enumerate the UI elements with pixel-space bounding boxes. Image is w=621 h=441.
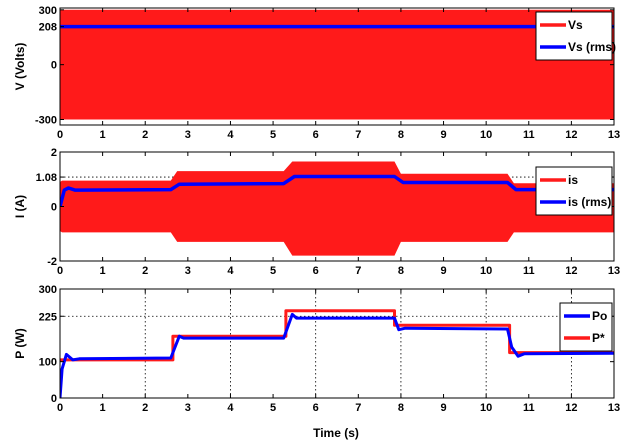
x-tick-label: 12 bbox=[565, 402, 577, 414]
series-po-line bbox=[60, 312, 614, 398]
y-tick-label: 0 bbox=[51, 60, 57, 72]
y-axis-label: P (W) bbox=[13, 328, 27, 358]
x-tick-label: 13 bbox=[608, 265, 620, 277]
y-tick-label: 0 bbox=[51, 393, 57, 405]
y-tick-label: 300 bbox=[39, 284, 57, 296]
x-tick-label: 2 bbox=[142, 129, 148, 141]
axes-frame bbox=[59, 7, 615, 126]
x-tick-label: 0 bbox=[57, 265, 63, 277]
x-tick-label: 3 bbox=[185, 402, 191, 414]
legend-label: P* bbox=[592, 331, 605, 345]
y-tick-label: 100 bbox=[39, 357, 57, 369]
x-tick-label: 13 bbox=[608, 129, 620, 141]
x-tick-label: 11 bbox=[523, 265, 535, 277]
legend-label: is (rms) bbox=[568, 195, 611, 209]
x-tick-label: 5 bbox=[270, 402, 276, 414]
x-tick-label: 6 bbox=[313, 265, 319, 277]
x-tick-label: 1 bbox=[100, 129, 106, 141]
x-tick-label: 11 bbox=[523, 402, 535, 414]
x-tick-label: 7 bbox=[355, 129, 361, 141]
x-tick-label: 9 bbox=[440, 129, 446, 141]
y-tick-label: -2 bbox=[47, 256, 57, 268]
x-tick-label: 10 bbox=[480, 265, 492, 277]
x-tick-label: 11 bbox=[523, 129, 535, 141]
x-tick-label: 9 bbox=[440, 402, 446, 414]
y-tick-label: 300 bbox=[39, 5, 57, 17]
x-tick-label: 5 bbox=[270, 129, 276, 141]
x-tick-label: 6 bbox=[313, 402, 319, 414]
x-tick-label: 0 bbox=[57, 129, 63, 141]
y-tick-label: -300 bbox=[35, 115, 57, 127]
y-tick-label: 225 bbox=[39, 311, 57, 323]
legend-label: is bbox=[568, 173, 578, 187]
series-group bbox=[60, 161, 614, 256]
x-tick-label: 12 bbox=[565, 129, 577, 141]
x-axis-label: Time (s) bbox=[313, 426, 359, 440]
x-tick-label: 0 bbox=[57, 402, 63, 414]
x-tick-label: 2 bbox=[142, 265, 148, 277]
x-tick-label: 3 bbox=[185, 129, 191, 141]
axes-frame bbox=[59, 288, 615, 399]
x-tick-label: 4 bbox=[227, 402, 234, 414]
x-tick-label: 6 bbox=[313, 129, 319, 141]
x-tick-label: 1 bbox=[100, 402, 106, 414]
legend-box bbox=[535, 166, 613, 216]
x-tick-label: 13 bbox=[608, 402, 620, 414]
x-tick-label: 10 bbox=[480, 129, 492, 141]
legend-box bbox=[535, 11, 613, 61]
x-tick-label: 1 bbox=[100, 265, 106, 277]
series-vs-band bbox=[60, 9, 614, 120]
legend: Po P* bbox=[559, 302, 613, 352]
x-tick-label: 7 bbox=[355, 402, 361, 414]
legend-label: Po bbox=[592, 309, 607, 323]
legend-box bbox=[559, 302, 613, 352]
legend: is is (rms) bbox=[535, 166, 613, 216]
y-tick-label: 2 bbox=[51, 147, 57, 159]
x-tick-label: 4 bbox=[227, 129, 234, 141]
x-tick-label: 2 bbox=[142, 402, 148, 414]
x-tick-label: 5 bbox=[270, 265, 276, 277]
plot-area bbox=[60, 289, 614, 398]
y-axis-label: I (A) bbox=[13, 195, 27, 218]
x-tick-label: 3 bbox=[185, 265, 191, 277]
legend-label: Vs bbox=[568, 18, 583, 32]
x-tick-label: 12 bbox=[565, 265, 577, 277]
series-group bbox=[60, 9, 614, 120]
y-tick-label: 208 bbox=[39, 22, 57, 34]
series-group bbox=[60, 309, 614, 398]
y-tick-label: 0 bbox=[51, 202, 57, 214]
legend-label: Vs (rms) bbox=[568, 40, 616, 54]
x-tick-label: 9 bbox=[440, 265, 446, 277]
y-tick-label: 1.08 bbox=[36, 172, 57, 184]
x-tick-label: 4 bbox=[227, 265, 234, 277]
series-is-rms--line bbox=[60, 174, 614, 207]
x-tick-label: 8 bbox=[398, 129, 404, 141]
x-tick-label: 8 bbox=[398, 402, 404, 414]
x-tick-label: 10 bbox=[480, 402, 492, 414]
y-axis-label: V (Volts) bbox=[13, 43, 27, 91]
x-tick-label: 8 bbox=[398, 265, 404, 277]
legend: Vs Vs (rms) bbox=[535, 11, 616, 61]
x-tick-label: 7 bbox=[355, 265, 361, 277]
